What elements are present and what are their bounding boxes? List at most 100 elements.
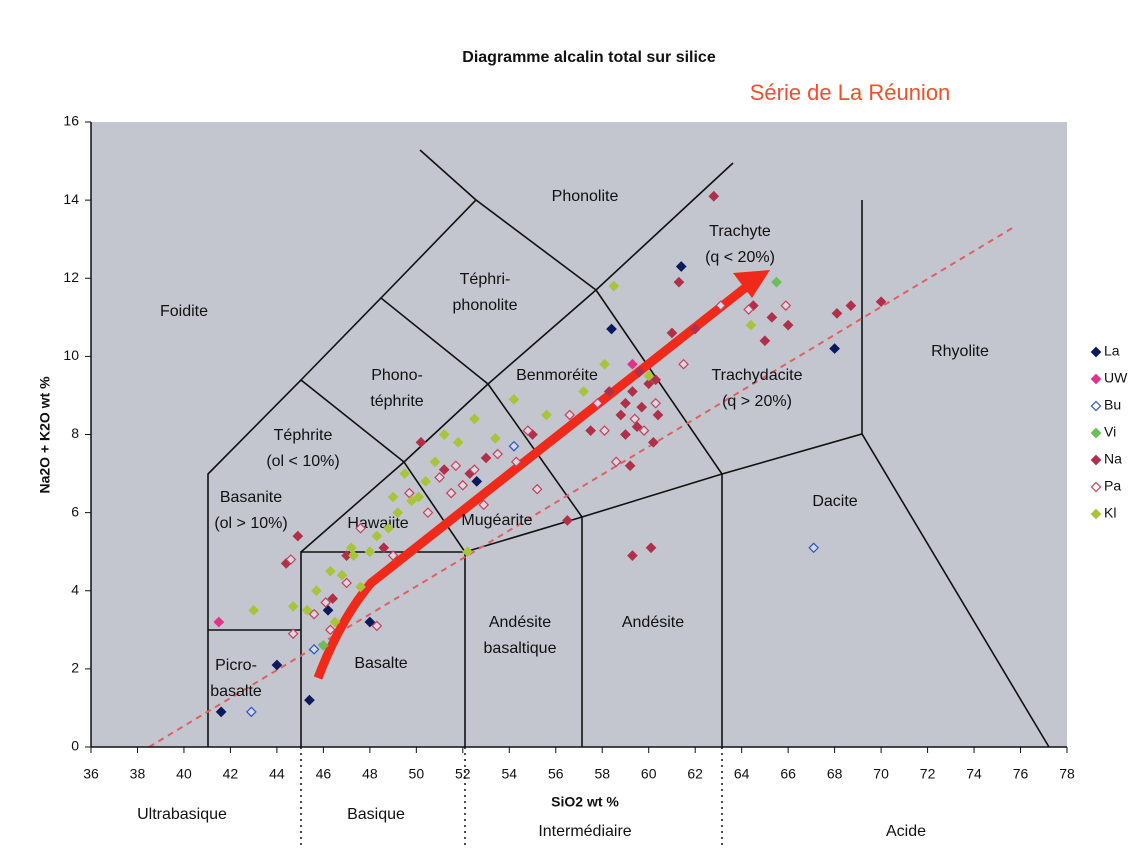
data-point (329, 616, 341, 628)
data-point (429, 456, 441, 468)
data-point (627, 358, 638, 370)
y-tick-label: 4 (71, 581, 79, 597)
data-point (780, 300, 792, 311)
data-point (469, 413, 480, 425)
legend-marker (1090, 373, 1102, 385)
trend-line (148, 226, 1015, 748)
data-point (585, 425, 596, 436)
data-point (452, 436, 464, 448)
data-point (652, 409, 664, 421)
data-point (457, 479, 469, 491)
legend-label: La (1104, 343, 1120, 359)
x-tick-label: 72 (920, 766, 936, 782)
data-point (285, 554, 297, 565)
region-label: (q > 20%) (722, 393, 792, 410)
data-point (615, 409, 627, 421)
data-point (508, 393, 520, 405)
data-point (327, 593, 339, 604)
class-label: Acide (886, 823, 926, 840)
y-tick-label: 8 (71, 425, 79, 441)
data-point (606, 323, 617, 335)
data-point (355, 522, 366, 534)
data-point (383, 522, 394, 534)
data-point (578, 386, 589, 397)
data-point (215, 706, 227, 718)
y-tick-label: 12 (63, 269, 79, 285)
data-point (404, 487, 415, 499)
data-point (304, 694, 315, 706)
data-point (564, 409, 576, 421)
data-point (645, 542, 657, 554)
data-point (469, 464, 480, 476)
field-boundaries (207, 149, 1050, 748)
data-point (336, 569, 348, 581)
data-point (650, 374, 662, 386)
region-label: Trachyte (709, 223, 771, 240)
data-point (420, 476, 431, 487)
data-point (620, 429, 631, 440)
data-point (708, 190, 720, 202)
region-label: Téphrite (274, 427, 333, 444)
x-tick-label: 68 (827, 766, 843, 782)
data-point (308, 608, 320, 620)
data-point (715, 300, 727, 311)
data-point (673, 276, 685, 288)
data-point (608, 280, 620, 292)
x-tick-label: 50 (409, 766, 425, 782)
region-label: Mugéarite (461, 512, 532, 529)
x-tick-label: 60 (641, 766, 657, 782)
data-point (759, 335, 771, 347)
x-tick-label: 52 (455, 766, 471, 782)
data-point (610, 456, 622, 468)
data-point (341, 550, 352, 561)
data-point (311, 585, 322, 597)
region-label: Basalte (354, 655, 407, 672)
region-label: Dacite (812, 493, 857, 510)
data-point (348, 550, 359, 561)
data-point (650, 397, 662, 409)
data-point (364, 616, 376, 628)
region-label: Trachydacite (712, 367, 803, 384)
data-point (287, 628, 299, 640)
legend-label: Kl (1104, 505, 1116, 521)
data-point (638, 425, 650, 436)
data-point (478, 499, 490, 511)
class-separators (300, 747, 723, 848)
region-label: Andésite (622, 614, 684, 631)
x-tick-label: 78 (1059, 766, 1075, 782)
legend-marker (1090, 481, 1102, 493)
x-tick-label: 66 (780, 766, 796, 782)
data-point (341, 577, 352, 589)
data-point (624, 460, 636, 472)
region-label: Phonolite (552, 188, 619, 205)
legend-label: Pa (1104, 478, 1121, 494)
data-point (213, 616, 225, 628)
data-point (399, 468, 411, 479)
region-label: Hawaiite (347, 515, 408, 532)
region-label: Téphri- (460, 271, 511, 288)
data-point (508, 440, 520, 452)
data-point (782, 319, 794, 331)
legend-marker (1090, 400, 1102, 412)
chart-title: Diagramme alcalin total sur silice (462, 49, 716, 66)
region-label: (ol > 10%) (214, 515, 287, 532)
data-point (245, 706, 257, 718)
region-label: Foidite (160, 303, 208, 320)
data-point (287, 601, 299, 612)
class-label: Intermédiaire (538, 823, 631, 840)
data-point (434, 472, 445, 483)
x-tick-label: 64 (734, 766, 750, 782)
legend-marker (1090, 508, 1102, 520)
data-point (371, 530, 383, 542)
region-label: basaltique (484, 640, 557, 657)
data-point (438, 429, 450, 440)
y-tick-label: 14 (63, 191, 79, 207)
data-point (438, 464, 450, 476)
x-tick-label: 36 (83, 766, 99, 782)
data-point (531, 483, 543, 495)
data-point (562, 515, 573, 526)
data-point (325, 624, 336, 636)
data-point (648, 436, 659, 448)
data-point (592, 397, 603, 409)
data-point (631, 421, 643, 433)
